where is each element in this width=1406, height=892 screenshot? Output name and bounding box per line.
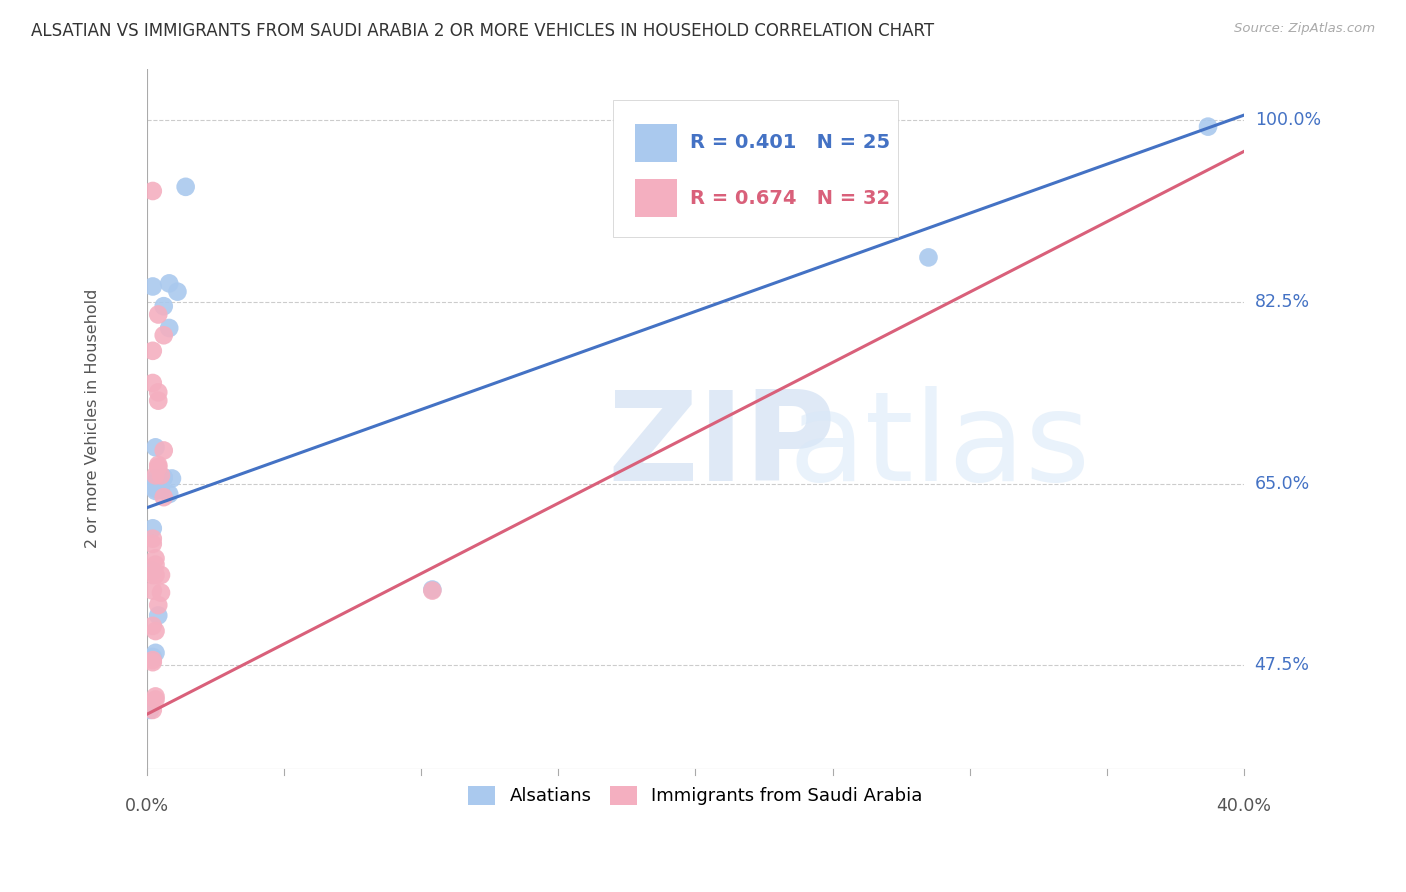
Point — [148, 458, 170, 472]
Point — [150, 585, 173, 599]
Point — [157, 277, 180, 291]
Point — [145, 551, 167, 566]
Point — [145, 692, 167, 706]
Point — [148, 608, 170, 623]
Point — [166, 285, 188, 299]
Point — [148, 393, 170, 408]
Text: 82.5%: 82.5% — [1254, 293, 1310, 311]
Point — [142, 583, 165, 598]
FancyBboxPatch shape — [613, 100, 898, 236]
Text: 65.0%: 65.0% — [1254, 475, 1310, 492]
Text: atlas: atlas — [789, 386, 1091, 508]
Point — [145, 468, 167, 483]
Point — [148, 598, 170, 612]
Point — [142, 655, 165, 669]
Point — [148, 385, 170, 400]
Point — [142, 564, 165, 578]
Point — [142, 703, 165, 717]
Point — [152, 443, 174, 458]
Point — [160, 471, 183, 485]
Point — [142, 537, 165, 551]
Point — [142, 650, 165, 665]
Text: 47.5%: 47.5% — [1254, 657, 1309, 674]
Point — [157, 487, 180, 501]
Text: 40.0%: 40.0% — [1216, 797, 1271, 815]
Point — [145, 441, 167, 455]
Point — [142, 619, 165, 633]
Point — [917, 251, 939, 265]
Point — [145, 690, 167, 704]
Text: R = 0.674   N = 32: R = 0.674 N = 32 — [690, 188, 890, 208]
Point — [142, 568, 165, 582]
Point — [152, 328, 174, 343]
Text: 100.0%: 100.0% — [1254, 112, 1320, 129]
Point — [422, 582, 444, 597]
Point — [152, 490, 174, 504]
Point — [150, 483, 173, 497]
Point — [145, 483, 167, 498]
Point — [422, 583, 444, 598]
Legend: Alsatians, Immigrants from Saudi Arabia: Alsatians, Immigrants from Saudi Arabia — [461, 779, 929, 813]
Text: 0.0%: 0.0% — [125, 797, 169, 815]
Point — [152, 470, 174, 484]
Point — [142, 279, 165, 293]
Point — [142, 184, 165, 198]
Point — [145, 646, 167, 660]
FancyBboxPatch shape — [636, 124, 676, 162]
Point — [142, 532, 165, 546]
Point — [150, 568, 173, 582]
Text: 2 or more Vehicles in Household: 2 or more Vehicles in Household — [84, 289, 100, 549]
Point — [1197, 120, 1219, 134]
Point — [157, 321, 180, 335]
Point — [142, 521, 165, 535]
Point — [145, 568, 167, 582]
Point — [142, 653, 165, 667]
Point — [148, 460, 170, 475]
Point — [145, 471, 167, 485]
Text: R = 0.401   N = 25: R = 0.401 N = 25 — [690, 134, 890, 153]
Point — [145, 475, 167, 490]
Text: ZIP: ZIP — [607, 386, 837, 508]
Point — [145, 624, 167, 638]
Point — [150, 468, 173, 483]
Point — [148, 308, 170, 322]
Text: Source: ZipAtlas.com: Source: ZipAtlas.com — [1234, 22, 1375, 36]
Point — [142, 343, 165, 358]
Point — [152, 299, 174, 313]
Point — [152, 470, 174, 484]
Point — [139, 703, 162, 717]
Point — [145, 558, 167, 572]
FancyBboxPatch shape — [636, 179, 676, 218]
Point — [174, 179, 197, 194]
Point — [145, 482, 167, 496]
Point — [142, 376, 165, 390]
Text: ALSATIAN VS IMMIGRANTS FROM SAUDI ARABIA 2 OR MORE VEHICLES IN HOUSEHOLD CORRELA: ALSATIAN VS IMMIGRANTS FROM SAUDI ARABIA… — [31, 22, 934, 40]
